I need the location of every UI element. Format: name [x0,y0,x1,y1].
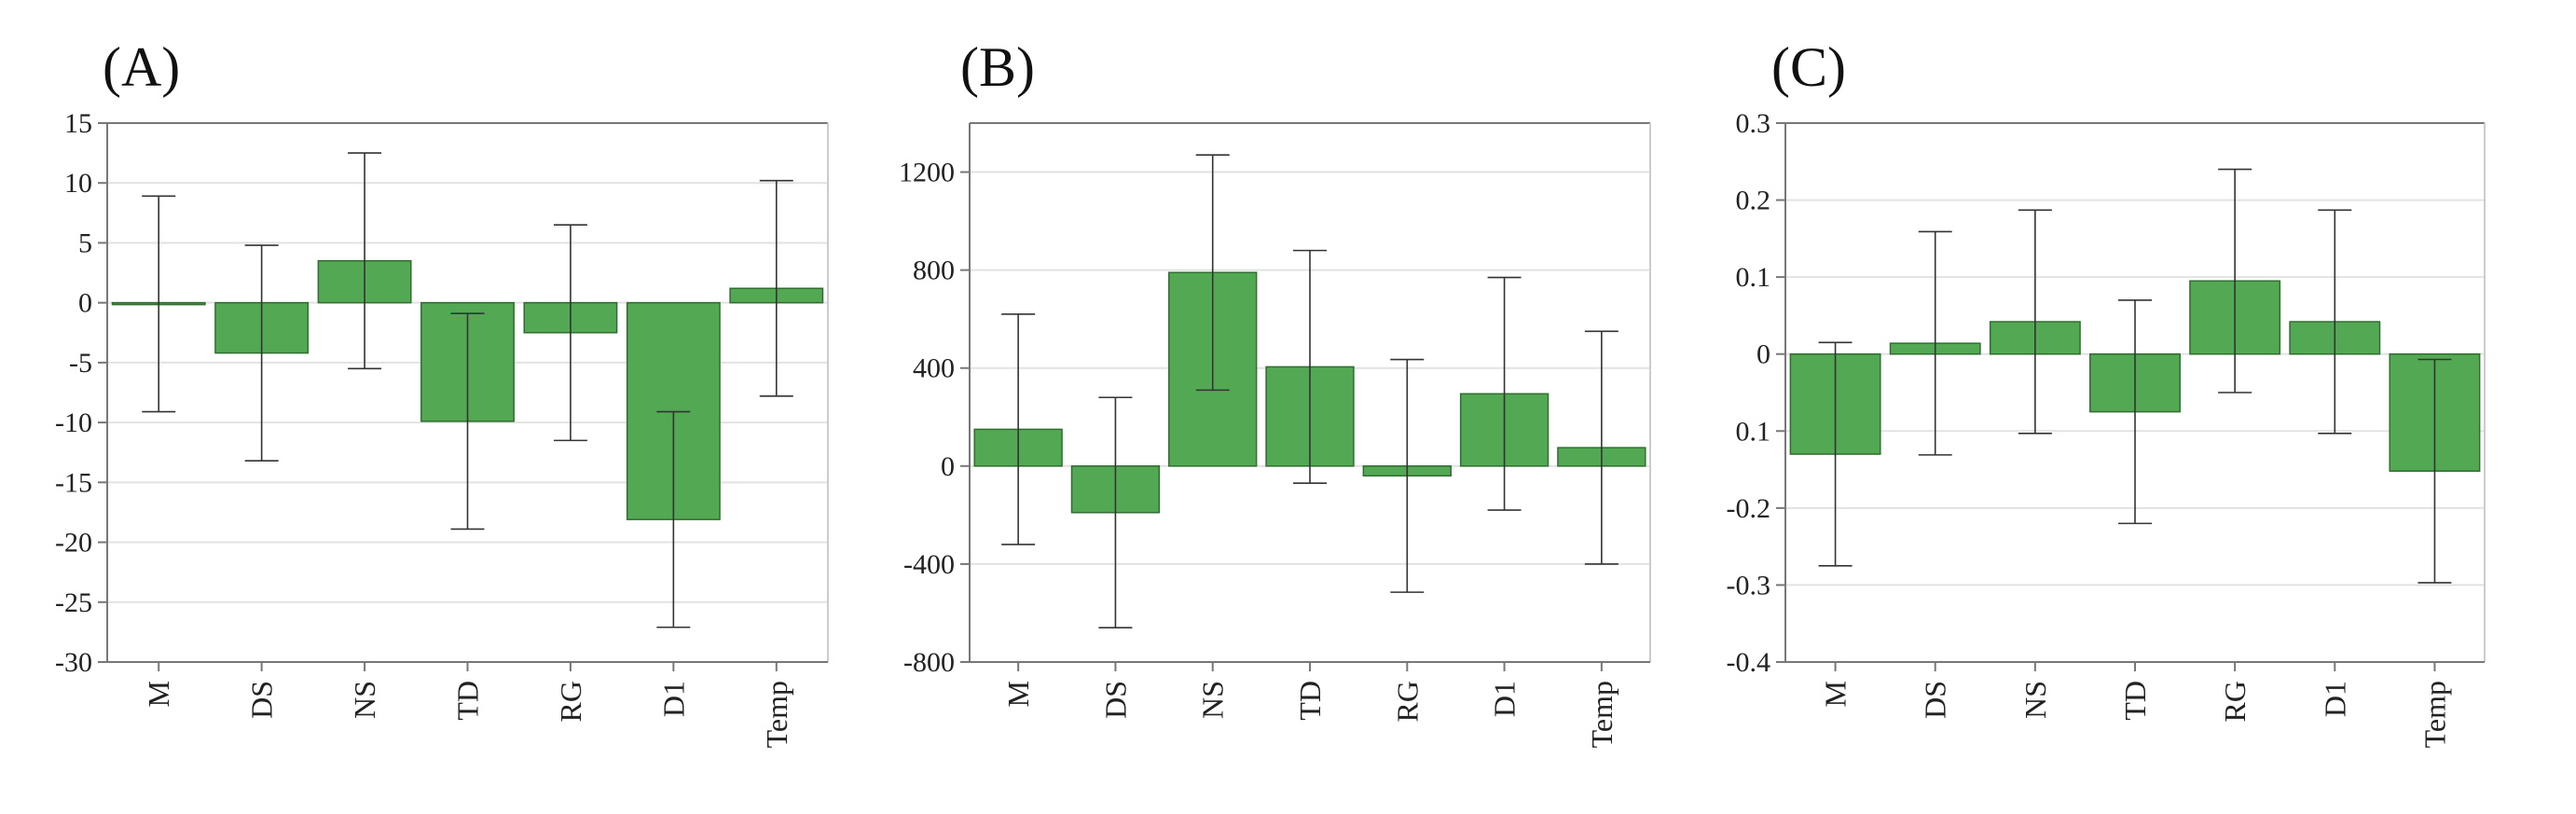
x-tick-label: RG [2218,681,2252,722]
panel-c: (C) 0.3 0.2 0.1 0 0.1 -0.2 -0.3 -0.4 M DS NS TD RG D1… [1715,0,2573,814]
x-tick-label: D1 [1488,681,1522,717]
chart-b: 1200 800 400 0 -400 -800 M DS NS TD RG D1 Temp [899,122,1651,748]
x-tick-label: Temp [1585,681,1619,748]
y-tick-label: -800 [903,647,955,678]
y-tick-label: 800 [913,255,955,286]
y-tick-label: -0.3 [1727,570,1771,600]
x-tick-label: M [142,681,175,707]
y-tick-label: 0.3 [1736,108,1771,139]
y-tick-label: -400 [903,549,955,580]
y-tick-label: 1200 [899,158,955,188]
x-tick-label: NS [1196,681,1230,719]
y-tick-label: -15 [55,467,92,498]
x-tick-label: M [1001,681,1035,707]
panel-label-b: (B) [960,36,1035,98]
y-tick-label: 0 [78,288,92,319]
y-tick-label: 10 [64,168,92,199]
y-tick-label: -0.2 [1727,493,1771,524]
x-tick-label: DS [1098,681,1132,719]
y-tick-label: -10 [55,407,92,438]
x-tick-label: NS [348,681,381,719]
x-tick-label: RG [1390,681,1424,722]
x-tick-label: TD [1293,681,1327,721]
y-tick-label: 15 [64,108,92,139]
x-tick-label: TD [451,681,485,721]
x-tick-label: NS [2018,681,2052,719]
y-tick-label: -20 [55,528,92,559]
panel-label-c: (C) [1771,36,1846,98]
chart-a: 15 10 5 0 -5 -10 -15 -20 -25 -30 M DS NS TD RG D1 Temp [55,108,829,748]
y-tick-label: -30 [55,647,92,678]
panel-a: (A) 15 10 5 0 -5 -10 -15 -20 -25 -30 M DS NS TD RG D1 Te… [0,0,858,814]
panel-label-a: (A) [103,36,181,98]
y-tick-label: 0 [941,451,955,482]
x-tick-label: RG [554,681,587,722]
y-tick-label: 0 [1756,339,1770,370]
x-tick-label: D1 [2318,681,2351,717]
y-tick-label: -25 [55,587,92,618]
y-tick-label: 0.2 [1736,186,1771,216]
panel-b: (B) 1200 800 400 0 -400 -800 M DS NS TD RG D1 Temp [858,0,1715,814]
x-tick-label: DS [245,681,279,719]
x-tick-label: TD [2118,681,2152,721]
y-tick-label: -5 [69,348,92,379]
y-tick-label: 0.1 [1736,416,1771,447]
x-tick-label: DS [1919,681,1952,719]
x-tick-label: Temp [2418,681,2451,748]
x-tick-label: Temp [760,681,793,748]
chart-c: 0.3 0.2 0.1 0 0.1 -0.2 -0.3 -0.4 M DS NS TD RG D1 Temp [1727,108,2486,748]
y-tick-label: -0.4 [1727,647,1771,678]
y-tick-label: 0.1 [1736,262,1771,293]
x-tick-label: M [1819,681,1853,707]
y-tick-label: 5 [78,228,92,258]
x-tick-label: D1 [656,681,690,717]
y-tick-label: 400 [913,353,955,384]
